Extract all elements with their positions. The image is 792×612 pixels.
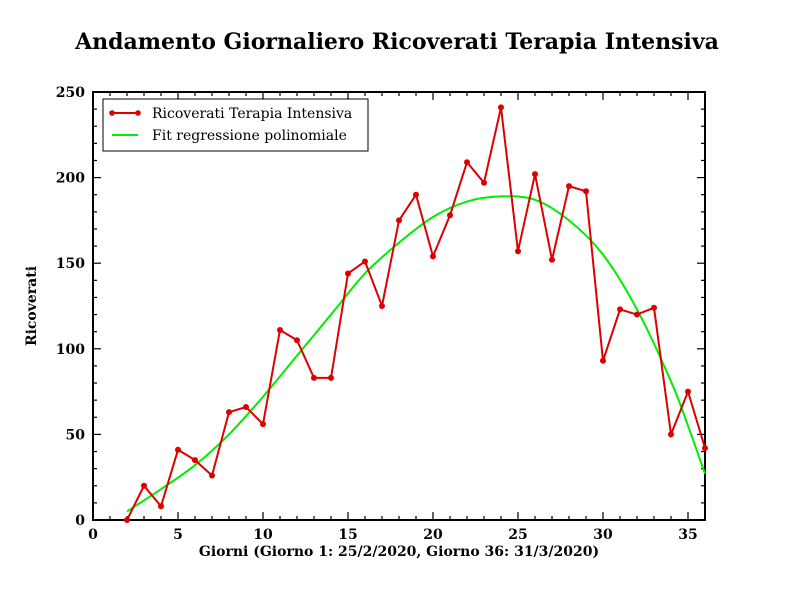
y-tick-label: 50: [66, 427, 86, 443]
y-axis-label: Ricoverati: [24, 266, 40, 346]
data-point: [243, 404, 249, 411]
x-tick-label: 5: [173, 527, 183, 543]
data-point: [192, 457, 198, 464]
y-tick-label: 250: [56, 85, 85, 101]
data-point: [311, 374, 317, 381]
legend-marker-observed: [109, 110, 115, 116]
data-point: [209, 472, 215, 479]
data-point: [124, 517, 130, 523]
data-point: [702, 445, 708, 452]
fit-curve-line: [126, 195, 706, 513]
observed-series-line: [126, 107, 706, 521]
legend-marker-observed: [135, 110, 141, 116]
data-point: [515, 248, 521, 255]
x-tick-label: 20: [423, 527, 443, 543]
plot-frame: [92, 91, 706, 521]
x-tick-label: 35: [678, 527, 697, 543]
y-tick-label: 200: [56, 171, 85, 187]
data-point: [413, 191, 419, 198]
legend: Ricoverati Terapia Intensiva Fit regress…: [102, 98, 369, 152]
axis-ticks: [92, 91, 706, 521]
x-tick-label: 0: [88, 527, 98, 543]
data-point: [634, 311, 640, 318]
y-tick-labels: 0 50 100 150 200 250: [56, 85, 85, 529]
data-point: [549, 256, 555, 263]
legend-box: [102, 98, 369, 152]
data-point: [379, 303, 385, 309]
data-point: [430, 253, 436, 260]
data-point: [294, 337, 300, 344]
data-point: [158, 503, 164, 510]
data-point: [328, 374, 334, 381]
data-point: [600, 357, 606, 364]
chart-title: Andamento Giornaliero Ricoverati Terapia…: [74, 29, 719, 55]
data-point: [532, 171, 538, 178]
data-point: [345, 270, 351, 277]
data-point: [226, 409, 232, 416]
data-point: [175, 446, 181, 453]
data-point: [362, 258, 368, 265]
x-tick-label: 25: [508, 527, 527, 543]
series-layer: [124, 104, 708, 523]
y-tick-label: 150: [56, 256, 85, 272]
data-point: [464, 159, 470, 166]
data-point: [141, 482, 147, 489]
data-point: [447, 212, 453, 219]
legend-label-observed: Ricoverati Terapia Intensiva: [152, 106, 352, 122]
x-axis-label: Giorni (Giorno 1: 25/2/2020, Giorno 36: …: [199, 544, 599, 560]
data-point: [260, 421, 266, 428]
data-point: [617, 306, 623, 313]
data-point: [583, 188, 589, 195]
x-tick-labels: 0 5 10 15 20 25 30 35: [88, 527, 698, 543]
data-point: [498, 104, 504, 111]
x-tick-label: 10: [253, 527, 273, 543]
data-point: [277, 326, 283, 333]
data-point: [481, 179, 487, 186]
data-point: [566, 183, 572, 190]
y-tick-label: 0: [75, 513, 85, 529]
data-point: [651, 304, 657, 311]
x-tick-label: 30: [593, 527, 613, 543]
legend-label-fit: Fit regressione polinomiale: [152, 128, 347, 144]
y-tick-label: 100: [56, 342, 85, 358]
data-point: [685, 388, 691, 395]
x-tick-label: 15: [338, 527, 357, 543]
data-point: [668, 431, 674, 438]
data-point: [396, 217, 402, 224]
